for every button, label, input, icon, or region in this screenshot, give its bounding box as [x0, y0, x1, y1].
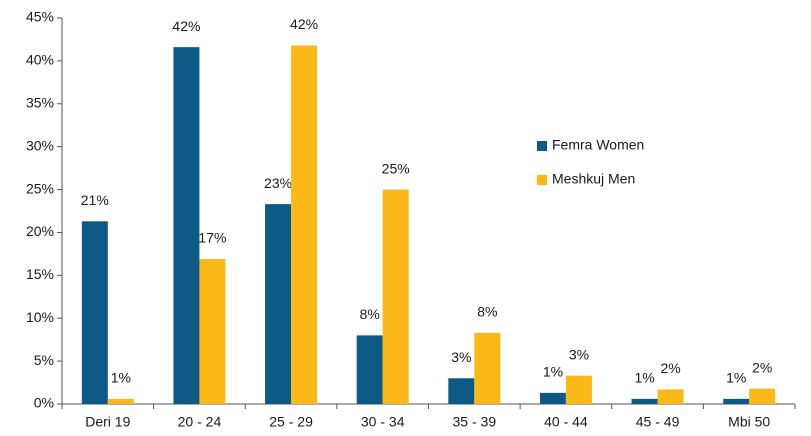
bar [107, 398, 134, 404]
y-tick-label: 45% [26, 9, 54, 25]
x-tick-label: Mbi 50 [728, 414, 770, 430]
y-tick-label: 30% [26, 137, 54, 153]
value-label: 23% [264, 175, 292, 191]
bar [81, 221, 108, 404]
legend-label: Meshkuj Men [552, 171, 635, 187]
x-tick-label: Deri 19 [85, 414, 130, 430]
bar [539, 392, 566, 404]
y-tick-label: 15% [26, 266, 54, 282]
legend-label: Femra Women [552, 137, 644, 153]
bar [631, 398, 658, 404]
value-label: 8% [360, 306, 380, 322]
x-tick-label: 25 - 29 [269, 414, 313, 430]
value-label: 21% [81, 192, 109, 208]
legend-swatch [537, 175, 547, 185]
y-tick-label: 25% [26, 180, 54, 196]
value-label: 2% [752, 359, 772, 375]
value-label: 3% [569, 346, 589, 362]
value-label: 42% [172, 18, 200, 34]
value-label: 8% [477, 304, 497, 320]
value-label: 2% [660, 360, 680, 376]
bar [382, 189, 409, 404]
value-label: 1% [111, 370, 131, 386]
y-tick-label: 10% [26, 309, 54, 325]
bar [173, 47, 200, 405]
value-label: 42% [290, 16, 318, 32]
bar [291, 45, 318, 405]
x-tick-label: 35 - 39 [453, 414, 497, 430]
value-label: 25% [382, 160, 410, 176]
bar [657, 389, 684, 404]
value-label: 3% [451, 349, 471, 365]
y-tick-label: 5% [34, 352, 54, 368]
bar [723, 398, 750, 404]
bar [265, 204, 292, 404]
bar [199, 259, 226, 404]
x-tick-label: 40 - 44 [544, 414, 588, 430]
x-tick-label: 20 - 24 [178, 414, 222, 430]
x-tick-label: 45 - 49 [636, 414, 680, 430]
value-label: 1% [634, 370, 654, 386]
legend-swatch [537, 141, 547, 151]
y-tick-label: 40% [26, 52, 54, 68]
bar [356, 335, 383, 404]
bar [565, 375, 592, 404]
y-tick-label: 20% [26, 223, 54, 239]
value-label: 17% [198, 230, 226, 246]
bar [749, 388, 776, 404]
y-tick-label: 0% [34, 395, 54, 411]
y-tick-label: 35% [26, 94, 54, 110]
bar [474, 332, 501, 404]
value-label: 1% [726, 370, 746, 386]
x-tick-label: 30 - 34 [361, 414, 405, 430]
value-label: 1% [543, 364, 563, 380]
bar [448, 378, 475, 404]
